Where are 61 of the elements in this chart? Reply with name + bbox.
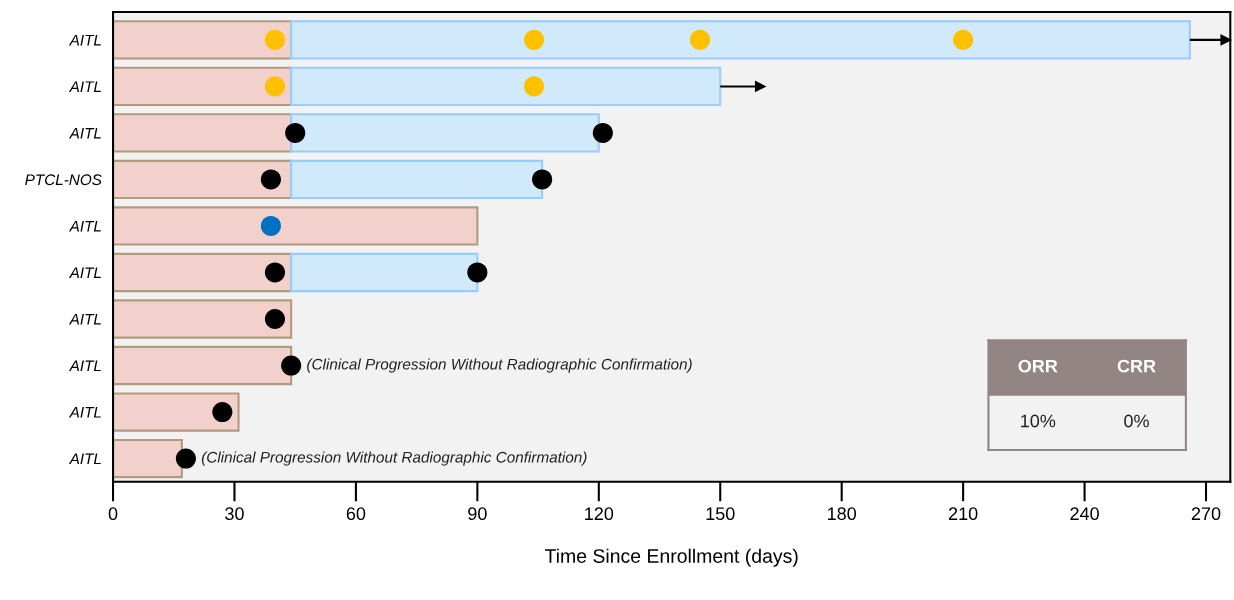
y-tick-label: AITL (68, 34, 101, 46)
point (260, 215, 281, 237)
bar (290, 252, 479, 293)
point (175, 448, 196, 469)
x-tick-label: 180 (828, 507, 857, 521)
point (264, 76, 286, 97)
point (532, 169, 553, 190)
bar (290, 20, 1191, 60)
bar (113, 345, 293, 386)
x-tick-label: 270 (1191, 507, 1221, 521)
category-label: ORR (1018, 359, 1058, 373)
bar (113, 159, 293, 200)
x-tick-label: 120 (585, 507, 614, 521)
bar (290, 159, 544, 200)
y-tick-label: AITL (68, 407, 101, 418)
category-label: CRR (1117, 359, 1156, 373)
bar (113, 392, 240, 432)
annotation: 10% (1021, 414, 1056, 428)
bar (113, 252, 293, 293)
x-tick-label: 30 (225, 507, 244, 521)
bar (113, 438, 183, 479)
point (467, 262, 488, 283)
bar (113, 113, 293, 153)
bar (113, 299, 293, 339)
point (953, 29, 974, 50)
x-tick-label: 240 (1070, 507, 1099, 521)
bar (290, 66, 722, 107)
y-tick-label: AITL (68, 267, 101, 279)
point (212, 401, 233, 423)
data-label: (Clinical Progression Without Radiographic Confirmation) (307, 358, 692, 373)
point (592, 122, 613, 143)
x-axis-title: Time Since Enrollment (days) (544, 548, 798, 567)
point (1220, 34, 1233, 46)
point (264, 29, 286, 50)
point (523, 76, 545, 97)
bar (113, 206, 479, 246)
y-tick-label: AITL (68, 314, 101, 325)
x-tick-label: 0 (108, 507, 118, 521)
data-label: (Clinical Progression Without Radiographic Confirmation) (201, 451, 587, 466)
point (689, 29, 711, 50)
y-tick-label: AITL (68, 453, 101, 465)
x-tick-label: 150 (706, 507, 735, 521)
bar (113, 66, 293, 107)
point (523, 29, 545, 50)
point (264, 308, 286, 330)
y-tick-label: AITL (68, 220, 101, 232)
point (754, 80, 767, 93)
point (281, 355, 302, 376)
bar (290, 113, 600, 153)
y-tick-label: AITL (68, 81, 101, 92)
point (260, 169, 281, 190)
x-tick-label: 210 (948, 507, 978, 521)
y-tick-label: PTCL-NOS (25, 174, 102, 186)
annotation: 0% (1124, 414, 1149, 428)
y-tick-label: AITL (68, 360, 101, 372)
point (264, 262, 286, 283)
point (285, 122, 306, 143)
y-tick-label: AITL (68, 127, 101, 139)
x-tick-label: 90 (468, 507, 487, 521)
x-tick-label: 60 (346, 507, 366, 521)
bar (113, 20, 293, 60)
